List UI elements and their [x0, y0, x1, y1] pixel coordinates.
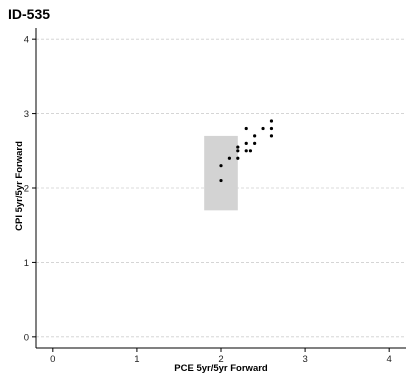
shaded-region-layer	[204, 135, 238, 211]
data-point	[253, 134, 257, 138]
chart-title: ID-535	[8, 6, 50, 22]
data-point	[227, 156, 232, 160]
axes	[32, 28, 406, 352]
shaded-region	[204, 135, 238, 211]
x-tick-label: 0	[50, 354, 55, 365]
y-axis-label: CPI 5yr/5yr Forward	[14, 141, 25, 231]
y-tick-label: 0	[24, 332, 29, 343]
data-point	[269, 134, 274, 138]
x-tick-label: 4	[387, 354, 392, 365]
data-point	[244, 141, 248, 145]
y-tick-label: 2	[24, 184, 29, 195]
x-axis-label: PCE 5yr/5yr Forward	[174, 363, 268, 374]
data-point	[261, 126, 265, 131]
y-tick-label: 1	[24, 258, 29, 269]
data-point	[219, 178, 223, 183]
data-point	[269, 126, 274, 131]
data-point	[244, 149, 248, 153]
data-point	[236, 145, 240, 149]
tick-labels: 0 1 2 3 4 0 1 2 3 4	[24, 35, 392, 365]
data-points	[219, 119, 274, 183]
data-point	[248, 149, 253, 153]
data-point	[244, 126, 248, 131]
x-tick-label: 1	[134, 354, 139, 365]
x-tick-label: 2	[218, 354, 223, 365]
data-point	[236, 156, 240, 160]
data-point	[269, 119, 274, 123]
data-point	[253, 141, 257, 145]
x-tick-label: 3	[302, 354, 307, 365]
y-tick-label: 4	[24, 35, 29, 46]
y-tick-label: 3	[24, 109, 29, 120]
data-point	[219, 164, 223, 168]
data-point	[236, 149, 240, 153]
